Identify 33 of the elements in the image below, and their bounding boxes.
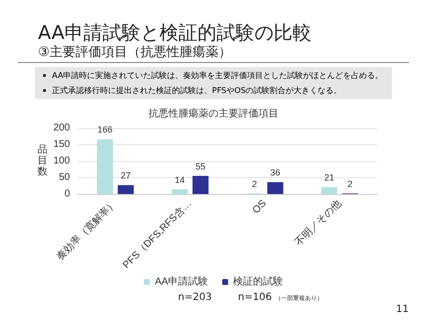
y-tick-label: 100 (53, 156, 70, 166)
y-tick-label: 0 (64, 188, 70, 200)
chart-title: 抗悪性腫瘍薬の主要評価項目 (148, 108, 278, 120)
text: AA申請試験と検証的試験の比較 (38, 21, 312, 45)
bar (96, 139, 113, 194)
bar (172, 189, 188, 194)
text: AA申請時に実施されていた試験は、奏効率を主要評価項目とした試験がほとんどを占める。 (52, 70, 384, 82)
x-tick-label: 不明／その他 (292, 197, 344, 248)
text: n=203 (178, 292, 212, 303)
data-label: 21 (324, 172, 334, 183)
bar (118, 185, 134, 194)
data-label: 55 (196, 161, 206, 172)
y-tick-label: 150 (53, 139, 70, 150)
text: ③主要評価項目（抗悪性腫瘍薬） (38, 44, 232, 61)
x-tick-label: OS (250, 198, 269, 216)
x-tick-label: 奏効率（寛解率） (54, 197, 120, 262)
y-axis-title: 品目数 (37, 144, 48, 178)
data-label: 2 (252, 178, 257, 189)
bar (321, 187, 338, 194)
text: 正式承認移行時に提出された検証的試験は、PFSやOSの試験割合が大きくなる。 (52, 85, 342, 97)
data-label: 2 (348, 178, 353, 189)
legend-label: 検証的試験 (233, 276, 284, 288)
text: 11 (396, 304, 409, 315)
data-label: 27 (120, 170, 131, 181)
legend-label: AA申請試験 (154, 276, 208, 288)
data-label: 14 (174, 174, 185, 185)
text: n=106 (238, 292, 272, 303)
bar (192, 176, 209, 194)
bar (267, 182, 284, 194)
data-label: 36 (270, 168, 280, 178)
y-tick-label: 200 (53, 122, 70, 134)
y-tick-label: 50 (58, 172, 70, 183)
data-label: 166 (97, 124, 112, 135)
